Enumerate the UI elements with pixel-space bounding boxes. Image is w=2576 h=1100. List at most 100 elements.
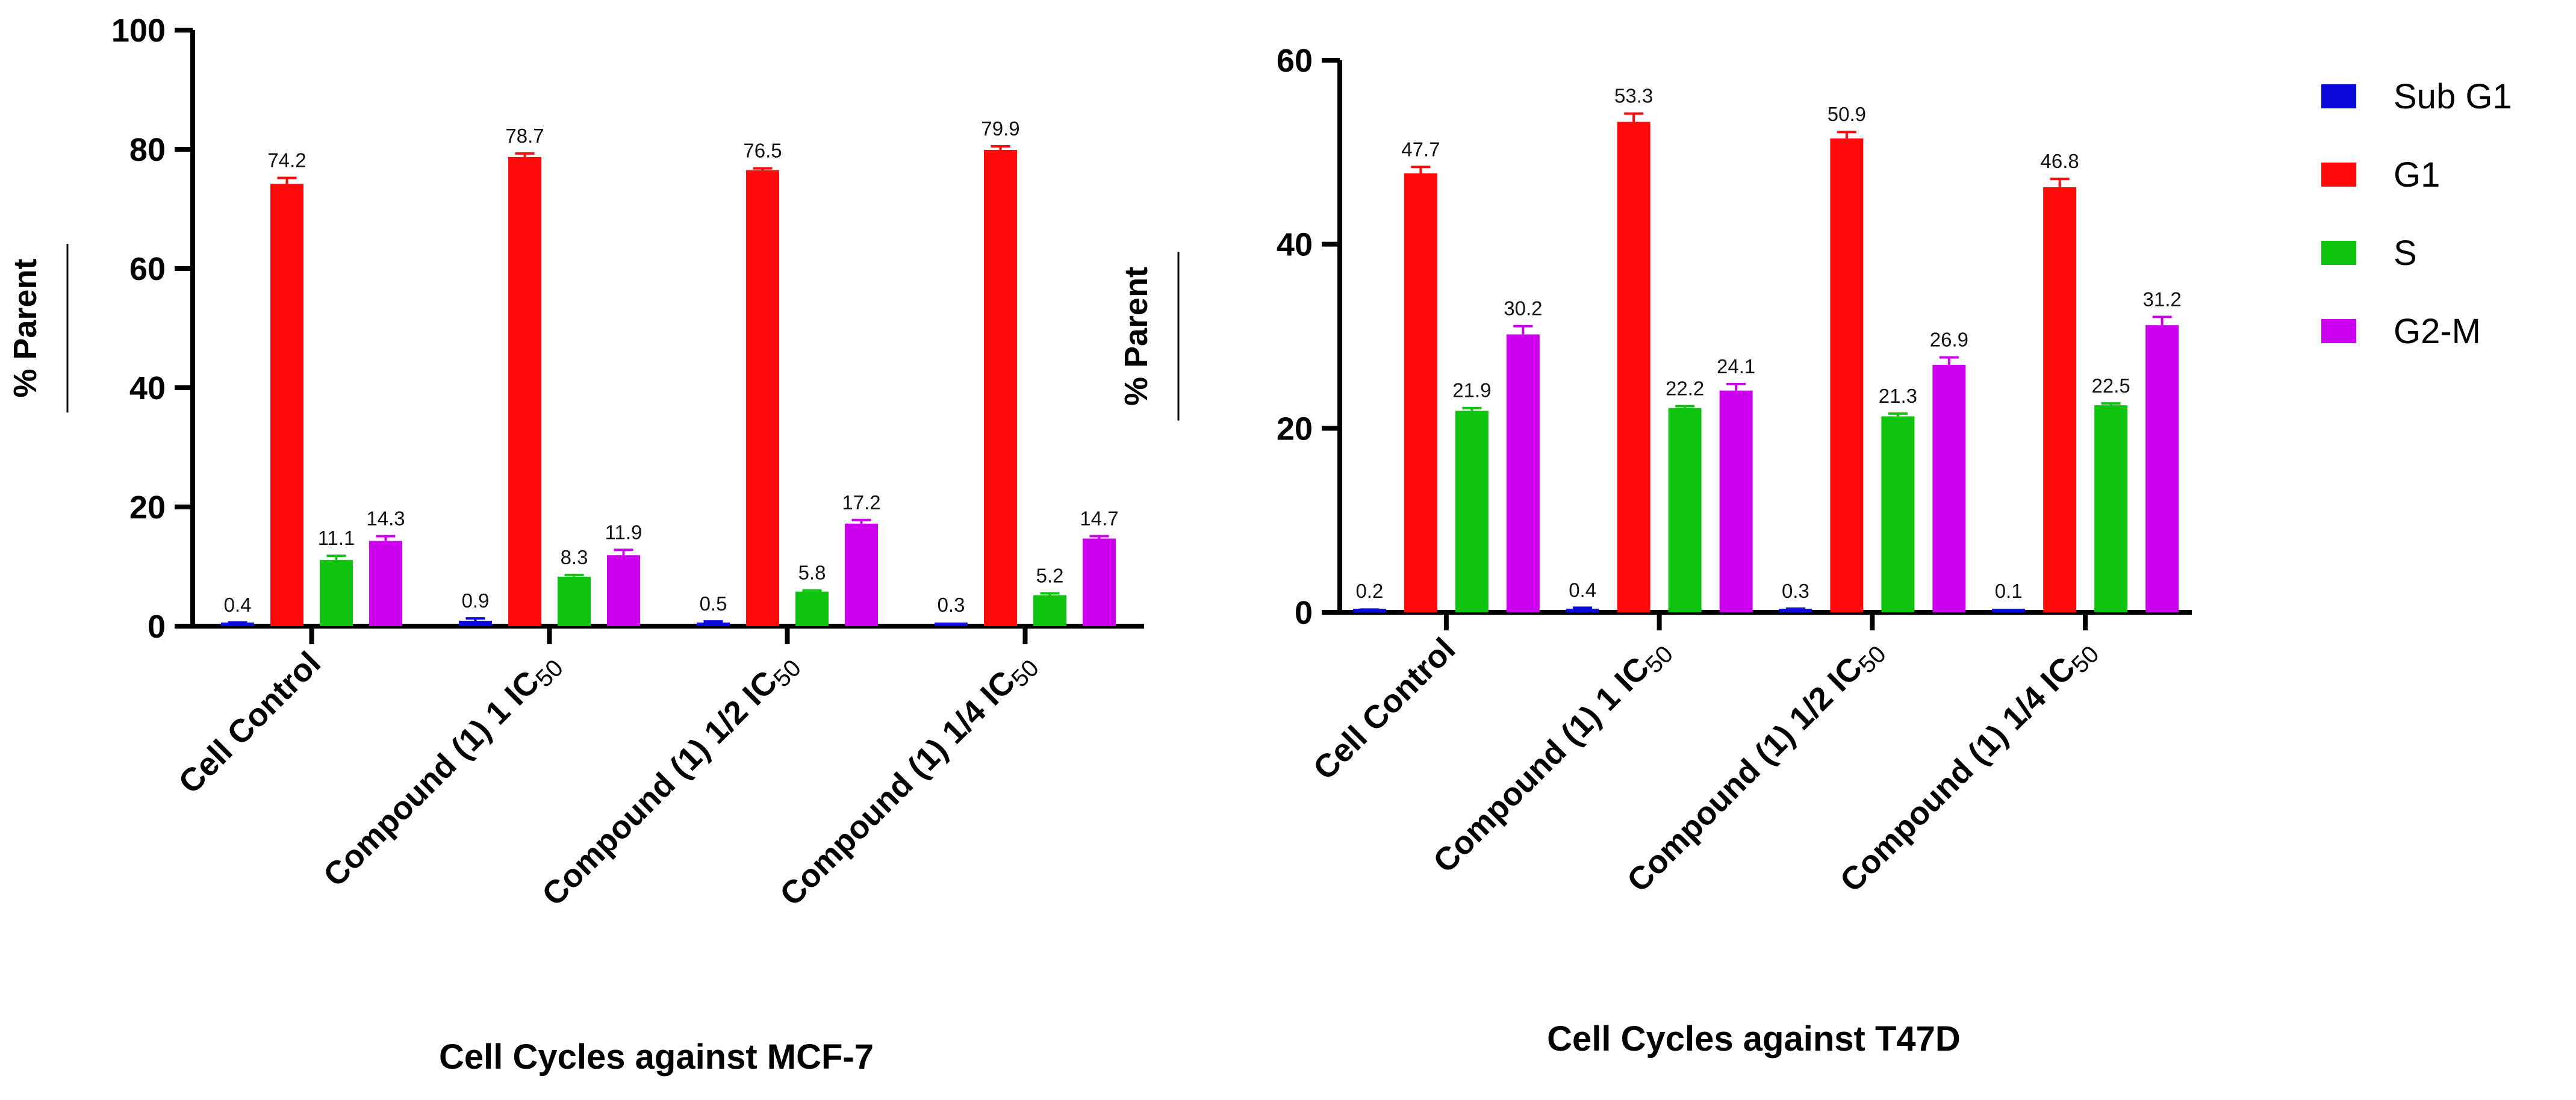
data-label: 5.8 [798, 562, 826, 584]
data-label: 79.9 [981, 117, 1019, 140]
x-tick-label-main: Cell Control [172, 645, 328, 801]
x-tick-label: Compound (1) 1 IC50 [317, 645, 568, 896]
x-tick-label-main: Compound (1) 1/2 IC [535, 664, 785, 913]
data-label: 8.3 [561, 546, 588, 568]
bar-group: 0.4 74.2 11.1 14.3 [221, 149, 405, 626]
bar [1668, 408, 1702, 612]
bar [459, 621, 492, 626]
y-tick-label: 0 [148, 609, 166, 645]
data-label: 14.7 [1080, 508, 1118, 530]
bar [1830, 138, 1864, 613]
legend-label: G2-M [2394, 312, 2481, 351]
y-tick-label: 20 [1277, 411, 1313, 447]
x-tick-label-main: Compound (1) 1/4 IC [773, 664, 1022, 913]
bar [795, 591, 829, 626]
y-tick-label: 40 [129, 370, 166, 406]
data-label: 22.2 [1666, 378, 1704, 400]
data-label: 0.1 [1995, 580, 2023, 602]
data-label: 0.9 [462, 589, 490, 612]
bar-group: 0.1 46.8 22.5 31.2 [1992, 150, 2182, 612]
bar [697, 623, 730, 626]
x-tick-label-main: Cell Control [1307, 631, 1463, 787]
bar-group: 0.3 79.9 5.2 14.7 [935, 117, 1119, 627]
bar [1083, 538, 1116, 626]
bar [1506, 334, 1540, 612]
legend-label: G1 [2394, 155, 2440, 194]
bar [270, 184, 303, 626]
bar [508, 157, 541, 626]
bar-group: 0.3 50.9 21.3 26.9 [1779, 103, 1968, 613]
data-label: 24.1 [1717, 355, 1755, 378]
data-label: 50.9 [1828, 103, 1866, 125]
x-tick-label-main: Compound (1) 1/4 IC [1833, 650, 2082, 900]
data-label: 17.2 [842, 491, 880, 514]
bar [1404, 173, 1437, 612]
bar [1566, 608, 1599, 612]
data-label: 11.1 [318, 527, 355, 549]
legend-label: Sub G1 [2394, 77, 2512, 116]
y-tick-label: 20 [129, 489, 166, 526]
bar [1719, 390, 1753, 612]
bar [984, 149, 1017, 627]
legend-swatch [2321, 163, 2356, 187]
bar [1455, 411, 1489, 612]
bar [1881, 416, 1915, 612]
x-tick-label-main: Compound (1) 1 IC [1426, 650, 1657, 880]
data-label: 30.2 [1504, 297, 1542, 320]
data-label: 21.9 [1452, 379, 1491, 402]
x-tick-label: Compound (1) 1/4 IC50 [773, 645, 1044, 916]
bar [607, 555, 640, 626]
bar [320, 560, 353, 626]
x-tick-label-main: Compound (1) 1 IC [317, 664, 547, 894]
y-axis-label: % Parent [7, 258, 43, 397]
data-label: 5.2 [1036, 565, 1064, 587]
y-axis-label: % Parent [1118, 267, 1154, 406]
data-label: 21.3 [1879, 385, 1917, 407]
x-axis-label: Cell Cycles against MCF-7 [439, 1037, 874, 1077]
data-label: 26.9 [1930, 329, 1968, 351]
bar [1617, 122, 1650, 613]
data-label: 78.7 [505, 125, 544, 147]
data-label: 0.3 [1782, 580, 1809, 602]
x-tick-label: Cell Control [1307, 631, 1463, 787]
y-tick-label: 80 [129, 132, 166, 168]
bar [2043, 187, 2077, 612]
data-label: 11.9 [605, 521, 642, 543]
y-tick-label: 60 [1277, 43, 1313, 79]
bar [221, 623, 254, 626]
bar [2145, 325, 2179, 612]
legend-swatch [2321, 84, 2356, 108]
x-axis-label: Cell Cycles against T47D [1547, 1019, 1961, 1058]
bar-group: 0.2 47.7 21.9 30.2 [1352, 138, 1542, 612]
data-label: 53.3 [1614, 85, 1653, 107]
bar [1779, 609, 1812, 612]
y-tick-label: 40 [1277, 227, 1313, 263]
legend-label: S [2394, 234, 2417, 273]
data-label: 31.2 [2143, 288, 2182, 310]
data-label: 22.5 [2092, 374, 2130, 397]
chart-1: 0 20 40 60 80 100 % Parent 0.4 74.2 11.1 14.3 Cell … [7, 13, 1144, 1077]
bar [369, 541, 402, 626]
data-label: 0.3 [938, 594, 965, 616]
bar-group: 0.9 78.7 8.3 11.9 [459, 125, 642, 626]
chart-2: 0 20 40 60 % Parent 0.2 47.7 21.9 30.2 Cell Contr… [1118, 43, 2192, 1058]
data-label: 0.5 [700, 592, 727, 615]
data-label: 0.4 [1569, 579, 1596, 601]
bar [1033, 595, 1066, 626]
data-label: 74.2 [267, 149, 306, 172]
y-tick-label: 60 [129, 251, 166, 287]
data-label: 76.5 [743, 140, 782, 162]
bar-group: 0.4 53.3 22.2 24.1 [1566, 85, 1755, 613]
bar-group: 0.5 76.5 5.8 17.2 [697, 140, 881, 626]
bar [746, 170, 779, 626]
bar [1932, 364, 1966, 612]
y-tick-label: 0 [1295, 595, 1313, 631]
bar [845, 523, 878, 626]
bar [558, 576, 591, 626]
legend-swatch [2321, 241, 2356, 265]
data-label: 46.8 [2041, 150, 2079, 172]
bar [2094, 405, 2128, 612]
legend: Sub G1 G1 S G2-M [2321, 77, 2512, 351]
